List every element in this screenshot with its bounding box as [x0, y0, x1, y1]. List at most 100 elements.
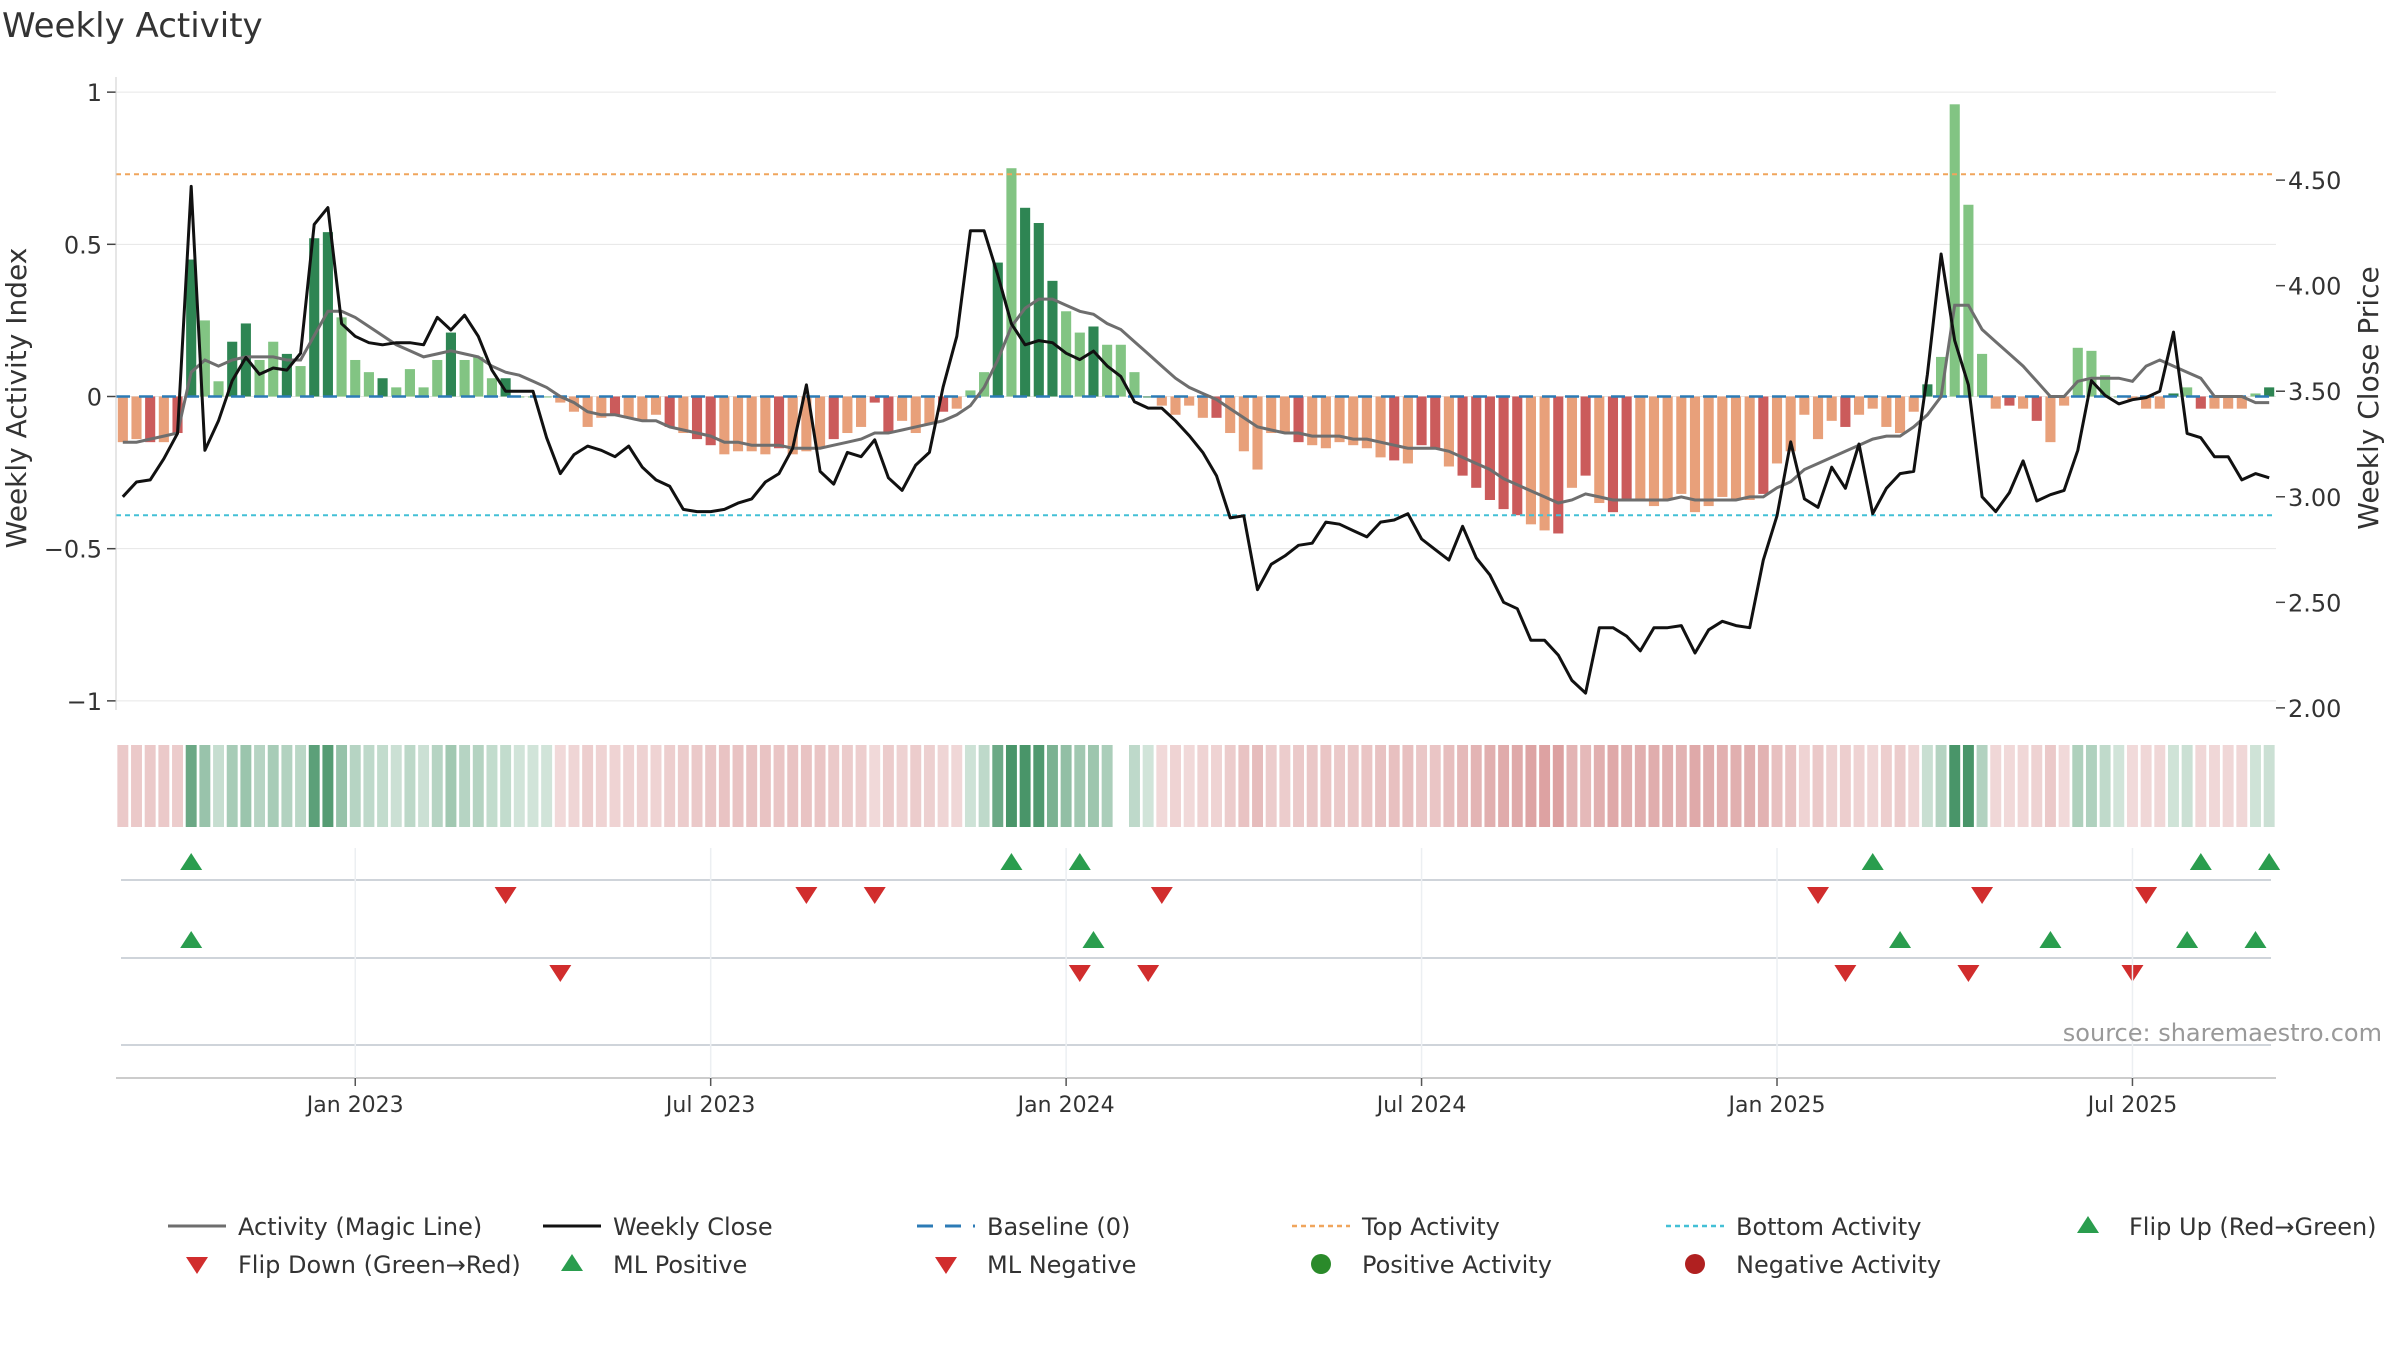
y2-axis-label: Weekly Close Price: [2352, 266, 2385, 529]
strip-cell: [1730, 745, 1742, 827]
activity-bar: [1812, 396, 1824, 440]
activity-bar: [1170, 396, 1181, 415]
legend-item: Flip Down (Green→Red): [186, 1251, 521, 1279]
strip-cell: [1511, 745, 1523, 827]
strip-cell: [267, 745, 279, 827]
strip-cell: [1498, 745, 1510, 827]
strip-cell: [2126, 745, 2138, 827]
strip-cell: [1785, 745, 1797, 827]
strip-cell: [759, 745, 771, 827]
activity-bar: [459, 359, 470, 397]
activity-bar: [1539, 396, 1550, 531]
strip-cell: [1088, 745, 1099, 827]
strip-cell: [1416, 745, 1428, 827]
strip-cell: [185, 745, 197, 827]
activity-bar: [377, 378, 388, 397]
activity-strip: [117, 745, 2275, 827]
strip-cell: [459, 745, 471, 827]
strip-cell: [814, 745, 826, 827]
activity-bar: [1020, 207, 1031, 397]
strip-cell: [951, 745, 963, 827]
activity-bar: [541, 396, 552, 398]
strip-cell: [1156, 745, 1168, 827]
strip-cell: [718, 745, 730, 827]
strip-cell: [568, 745, 580, 827]
strip-cell: [2003, 745, 2015, 827]
strip-cell: [254, 745, 266, 827]
strip-cell: [1238, 745, 1250, 827]
strip-cell: [2099, 745, 2111, 827]
legend-label: Flip Up (Red→Green): [2129, 1213, 2377, 1241]
activity-bar: [1949, 104, 1960, 397]
y2-tick-label: 3.50: [2288, 378, 2341, 406]
strip-cell: [2168, 745, 2179, 827]
activity-bar: [596, 396, 607, 418]
activity-bar: [1143, 396, 1154, 398]
strip-cell: [2140, 745, 2152, 827]
strip-cell: [1142, 745, 1154, 827]
strip-cell: [1484, 745, 1496, 827]
strip-cell: [1197, 745, 1209, 827]
strip-cell: [404, 745, 416, 827]
strip-cell: [1771, 745, 1783, 827]
activity-bar: [1047, 280, 1058, 397]
strip-cell: [1634, 745, 1646, 827]
y2-tick-label: 4.50: [2288, 167, 2341, 195]
activity-bar: [1225, 396, 1236, 434]
strip-cell: [390, 745, 402, 827]
legend-label: Weekly Close: [613, 1213, 773, 1241]
activity-bar: [1908, 396, 1919, 412]
strip-cell: [1306, 745, 1318, 827]
activity-bar: [609, 396, 621, 415]
flip-down-marker: [2135, 887, 2158, 904]
activity-bar: [309, 238, 320, 397]
strip-cell: [1525, 745, 1537, 827]
strip-cell: [964, 745, 976, 827]
strip-cell: [882, 745, 894, 827]
strip-cell: [1990, 745, 2002, 827]
strip-cell: [1621, 745, 1633, 827]
strip-cell: [363, 745, 375, 827]
activity-bar: [1717, 396, 1728, 497]
activity-bar: [897, 396, 908, 421]
legend-item: Weekly Close: [543, 1213, 773, 1241]
strip-cell: [541, 745, 553, 827]
strip-cell: [1716, 745, 1728, 827]
activity-bar: [336, 317, 347, 397]
activity-bar: [1006, 168, 1017, 397]
activity-bar: [2045, 396, 2056, 443]
activity-bar: [1430, 396, 1441, 449]
activity-bar: [2195, 396, 2206, 409]
strip-cell: [1689, 745, 1701, 827]
activity-bar: [1662, 396, 1673, 500]
strip-cell: [377, 745, 389, 827]
strip-cell: [158, 745, 170, 827]
strip-cell: [1005, 745, 1017, 827]
activity-bar: [664, 396, 675, 427]
activity-bar: [1293, 396, 1304, 443]
strip-cell: [1265, 745, 1277, 827]
activity-bar: [2236, 396, 2247, 409]
strip-cell: [2236, 745, 2248, 827]
strip-cell: [1211, 745, 1222, 827]
strip-cell: [2263, 745, 2275, 827]
strip-cell: [1074, 745, 1086, 827]
strip-cell: [746, 745, 758, 827]
strip-cell: [144, 745, 156, 827]
strip-cell: [1293, 745, 1304, 827]
activity-bar: [131, 396, 142, 440]
legend-swatch-triangle-up: [2077, 1216, 2099, 1233]
strip-cell: [2072, 745, 2084, 827]
strip-cell: [1839, 745, 1851, 827]
activity-bar: [1279, 396, 1290, 434]
activity-bar: [1990, 396, 2001, 409]
activity-bar: [1088, 326, 1099, 397]
legend-item: ML Negative: [935, 1251, 1136, 1279]
strip-cell: [2044, 745, 2056, 827]
strip-cell: [513, 745, 525, 827]
activity-bar: [295, 366, 306, 397]
strip-cell: [2017, 745, 2029, 827]
activity-bar: [1184, 396, 1195, 406]
strip-cell: [2031, 745, 2043, 827]
activity-bar: [746, 396, 757, 452]
